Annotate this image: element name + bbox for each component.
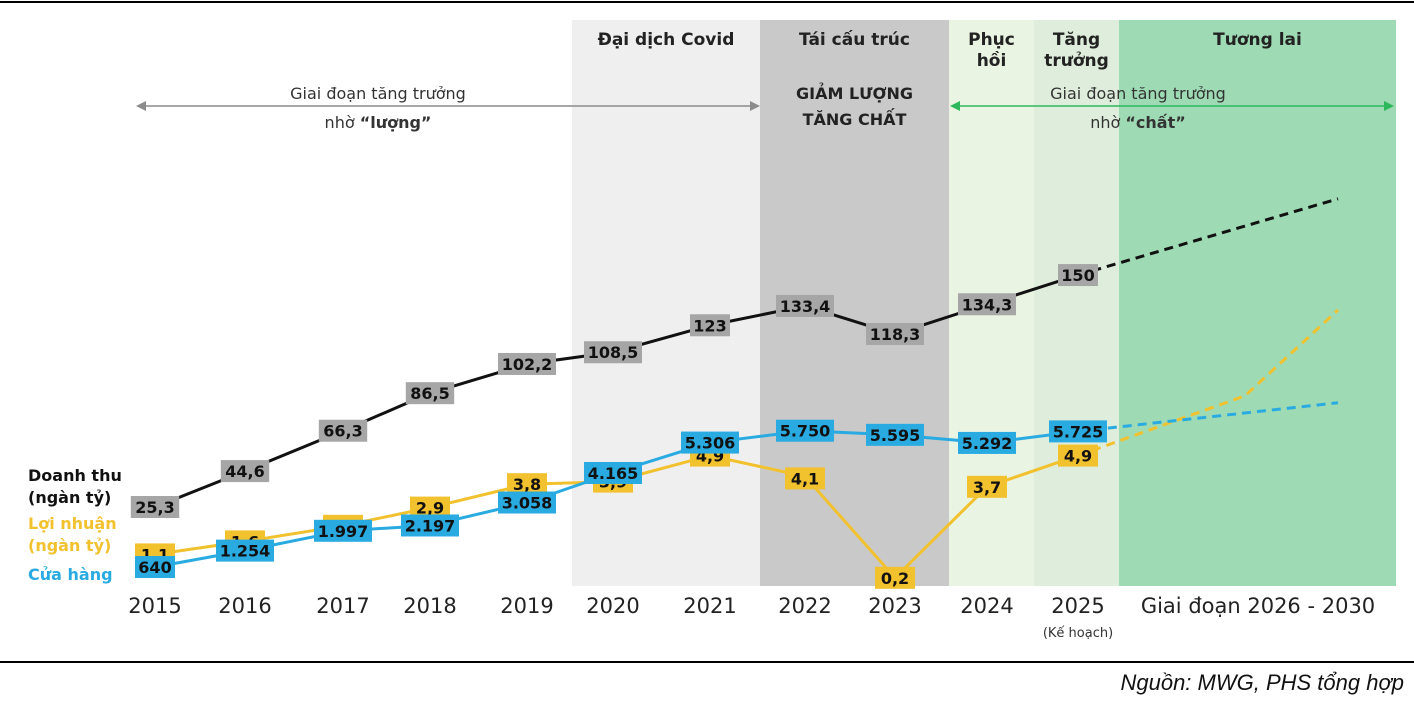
stores-label-bg: [314, 519, 372, 542]
phase-band: [572, 20, 760, 586]
period-caption: nhờ “lượng”: [325, 113, 432, 132]
source-note: Nguồn: MWG, PHS tổng hợp: [1120, 670, 1404, 695]
phase-title: trưởng: [1044, 51, 1109, 71]
arrowhead-right: [1384, 101, 1394, 111]
revenue-data-label: 86,5: [410, 384, 449, 403]
phase-title: Tương lai: [1213, 30, 1302, 50]
stores-data-label: 2.197: [405, 516, 456, 535]
stores-label-bg: [866, 423, 924, 446]
arrowhead-right: [750, 101, 760, 111]
stores-label-bg: [1049, 420, 1107, 443]
x-tick-label: 2015: [128, 594, 181, 618]
arrowhead-left: [950, 101, 960, 111]
period-caption: Giai đoạn tăng trưởng: [290, 84, 466, 103]
stores-data-label: 640: [138, 558, 171, 577]
profit-projection: [1077, 308, 1340, 458]
phase-band: [1119, 20, 1396, 586]
phase-title: Đại dịch Covid: [598, 30, 735, 50]
revenue-label-bg: [866, 323, 924, 346]
revenue-label-bg: [958, 293, 1016, 316]
phase-band: [1034, 20, 1119, 586]
profit-label-bg: [1058, 444, 1098, 467]
x-tick-note: (Kế hoạch): [1043, 626, 1113, 641]
revenue-label-bg: [498, 352, 556, 375]
profit-data-label: 4,9: [1064, 447, 1092, 466]
stores-data-label: 5.750: [780, 422, 831, 441]
revenue-data-label: 150: [1061, 266, 1094, 285]
revenue-label-bg: [318, 419, 368, 442]
stores-projection: [1077, 401, 1339, 433]
period-caption: nhờ “chất”: [1090, 113, 1186, 132]
x-tick-label: 2021: [683, 594, 736, 618]
x-tick-label: 2016: [218, 594, 271, 618]
stores-label-bg: [958, 431, 1016, 454]
phase-subtitle: GIẢM LƯỢNG: [796, 82, 913, 103]
legend-revenue: (ngàn tỷ): [28, 488, 111, 507]
profit-label-bg: [875, 566, 915, 589]
revenue-label-bg: [584, 341, 642, 364]
revenue-label-bg: [405, 382, 455, 405]
revenue-data-label: 44,6: [225, 462, 264, 481]
revenue-data-label: 66,3: [323, 422, 362, 441]
x-tick-label: 2025: [1051, 594, 1104, 618]
stores-data-label: 4.165: [588, 464, 639, 483]
revenue-label-bg: [220, 460, 270, 483]
x-tick-label: 2023: [868, 594, 921, 618]
revenue-label-bg: [130, 496, 180, 518]
legend-revenue: Doanh thu: [28, 466, 122, 485]
phase-title: Tăng: [1053, 30, 1100, 50]
phase-title: Tái cấu trúc: [799, 29, 910, 50]
stores-label-bg: [681, 431, 739, 454]
x-tick-label: 2020: [586, 594, 639, 618]
profit-data-label: 4,1: [791, 469, 819, 488]
stores-data-label: 5.292: [962, 434, 1013, 453]
x-tick-label: 2019: [500, 594, 553, 618]
stores-label-bg: [401, 514, 459, 537]
profit-label-bg: [507, 473, 547, 496]
profit-label-bg: [785, 467, 825, 490]
revenue-data-label: 102,2: [502, 355, 553, 374]
revenue-label-bg: [1058, 264, 1098, 287]
profit-data-label: 2,9: [416, 499, 444, 518]
profit-data-label: 3,7: [973, 478, 1001, 497]
revenue-data-label: 133,4: [780, 297, 831, 316]
stores-label-bg: [584, 461, 642, 484]
revenue-data-label: 25,3: [135, 498, 174, 517]
revenue-data-label: 134,3: [962, 295, 1013, 314]
x-tick-label-future: Giai đoạn 2026 - 2030: [1141, 594, 1375, 618]
stores-data-label: 5.725: [1053, 422, 1104, 441]
revenue-data-label: 118,3: [870, 325, 921, 344]
stores-data-label: 5.306: [685, 434, 736, 453]
revenue-projection: [1077, 197, 1339, 277]
stores-data-label: 3.058: [502, 494, 553, 513]
x-tick-label: 2024: [960, 594, 1013, 618]
profit-label-bg: [410, 496, 450, 519]
stores-label-bg: [135, 556, 175, 578]
profit-data-label: 0,2: [881, 569, 909, 588]
stores-data-label: 5.595: [870, 426, 921, 445]
phase-subtitle: TĂNG CHẤT: [803, 108, 907, 129]
legend-profit: (ngàn tỷ): [28, 536, 111, 555]
revenue-data-label: 123: [693, 316, 726, 335]
revenue-label-bg: [776, 294, 834, 317]
period-caption: Giai đoạn tăng trưởng: [1050, 84, 1226, 103]
stores-data-label: 1.997: [318, 522, 369, 541]
phase-title: Phục: [968, 30, 1015, 50]
revenue-data-label: 108,5: [588, 343, 639, 362]
stores-label-bg: [776, 419, 834, 442]
phase-title: hồi: [977, 50, 1007, 71]
stores-label-bg: [216, 539, 274, 562]
legend-profit: Lợi nhuận: [28, 514, 117, 533]
stores-label-bg: [498, 491, 556, 514]
x-tick-label: 2018: [403, 594, 456, 618]
revenue-label-bg: [690, 314, 730, 337]
legend-stores: Cửa hàng: [28, 565, 113, 584]
x-tick-label: 2017: [316, 594, 369, 618]
profit-data-label: 3,8: [513, 475, 541, 494]
x-tick-label: 2022: [778, 594, 831, 618]
stores-data-label: 1.254: [220, 542, 271, 561]
arrowhead-left: [136, 101, 146, 111]
profit-label-bg: [967, 475, 1007, 498]
